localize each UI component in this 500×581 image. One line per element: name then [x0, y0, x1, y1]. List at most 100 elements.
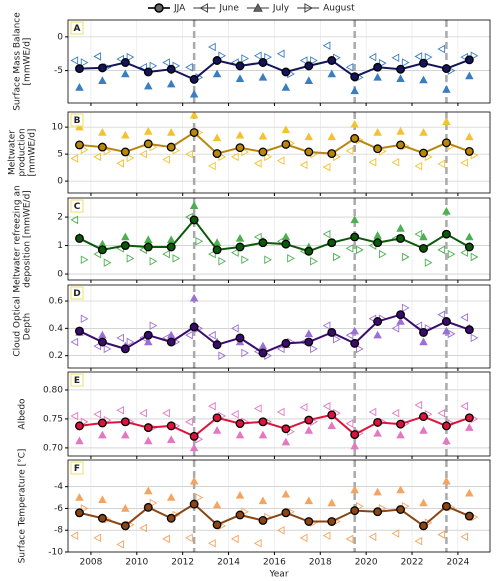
jja-marker [304, 337, 314, 347]
legend-marker [199, 3, 209, 13]
month-marker [442, 436, 451, 445]
jja-marker [143, 423, 153, 433]
month-marker [442, 85, 451, 93]
jja-marker [396, 64, 406, 74]
month-marker [414, 52, 423, 61]
jja-marker [235, 242, 245, 252]
month-marker [368, 532, 377, 542]
jja-marker [396, 505, 406, 514]
jja-marker [327, 517, 337, 526]
month-marker [149, 61, 158, 71]
month-marker [460, 401, 469, 411]
month-marker [149, 256, 158, 266]
month-marker [166, 128, 176, 136]
jja-marker [212, 149, 222, 159]
month-marker [470, 333, 479, 343]
month-marker [419, 426, 428, 434]
y-tick-label: -10 [48, 548, 63, 558]
jja-marker [327, 238, 337, 248]
month-marker [208, 330, 216, 340]
month-marker [322, 229, 331, 239]
panel-frame [67, 19, 491, 104]
month-marker [189, 443, 199, 452]
jja-marker [166, 421, 176, 431]
legend-marker [304, 3, 314, 13]
month-marker [235, 74, 245, 82]
jja-marker [212, 245, 222, 255]
month-marker [437, 245, 446, 255]
jja-marker [97, 337, 107, 347]
jja-marker [212, 340, 222, 350]
month-marker [276, 407, 285, 417]
month-marker [230, 248, 239, 257]
month-marker [465, 488, 474, 497]
jja-marker [120, 417, 130, 427]
jja-marker [120, 241, 130, 250]
month-marker [144, 127, 153, 135]
month-marker [98, 495, 107, 503]
x-tick-label: 2010 [125, 558, 148, 568]
month-marker [121, 232, 130, 241]
month-marker [241, 255, 250, 265]
panel-frame [67, 459, 491, 553]
legend-label: August [323, 4, 355, 14]
month-marker [299, 160, 308, 170]
jja-marker [304, 517, 314, 526]
jja-marker [464, 413, 474, 423]
month-marker [345, 244, 354, 253]
jja-marker [97, 418, 107, 428]
y-tick-label: 5 [57, 150, 63, 160]
y-tick-label: -8 [54, 526, 63, 536]
month-marker [419, 337, 428, 346]
month-marker [208, 161, 216, 171]
month-marker [264, 152, 272, 162]
jja-marker [441, 64, 451, 74]
y-tick-label: -6 [54, 504, 63, 514]
month-marker [121, 69, 130, 78]
panel-frame [67, 111, 491, 194]
month-marker [93, 410, 102, 419]
month-marker [185, 417, 193, 427]
jja-marker [97, 513, 107, 523]
jja-marker [350, 72, 360, 82]
jja-marker [350, 232, 360, 242]
jja-marker [189, 128, 199, 137]
jja-marker [441, 138, 451, 148]
month-marker [414, 161, 423, 171]
month-marker [253, 404, 262, 413]
month-marker [264, 52, 272, 62]
month-marker [447, 249, 456, 259]
panel-label-box [70, 21, 84, 35]
month-marker [333, 252, 341, 262]
month-marker [235, 430, 245, 439]
month-marker [304, 132, 314, 141]
month-marker [276, 156, 285, 165]
month-marker [189, 476, 199, 485]
month-marker [166, 493, 176, 501]
panel-label-box [70, 113, 84, 127]
jja-marker [120, 147, 130, 157]
month-marker [70, 56, 79, 65]
month-marker [373, 487, 382, 496]
month-marker [345, 330, 354, 340]
month-marker [166, 235, 176, 244]
month-marker [230, 152, 239, 162]
panel-label-box [70, 199, 84, 213]
month-marker [166, 79, 176, 88]
month-marker [195, 493, 204, 502]
month-marker [121, 130, 130, 139]
month-marker [350, 485, 359, 494]
month-marker [356, 344, 364, 354]
month-marker [391, 157, 400, 167]
jja-marker [212, 520, 222, 530]
month-marker [281, 437, 291, 446]
month-marker [93, 52, 102, 61]
y-tick-label: 0 [57, 32, 63, 42]
jja-marker [304, 415, 314, 425]
month-marker [230, 410, 239, 419]
month-marker [80, 314, 89, 324]
plot-area [70, 112, 479, 172]
jja-marker [350, 506, 360, 516]
panel: 0.70 0.75 0.80 E Albedo [18, 371, 491, 459]
